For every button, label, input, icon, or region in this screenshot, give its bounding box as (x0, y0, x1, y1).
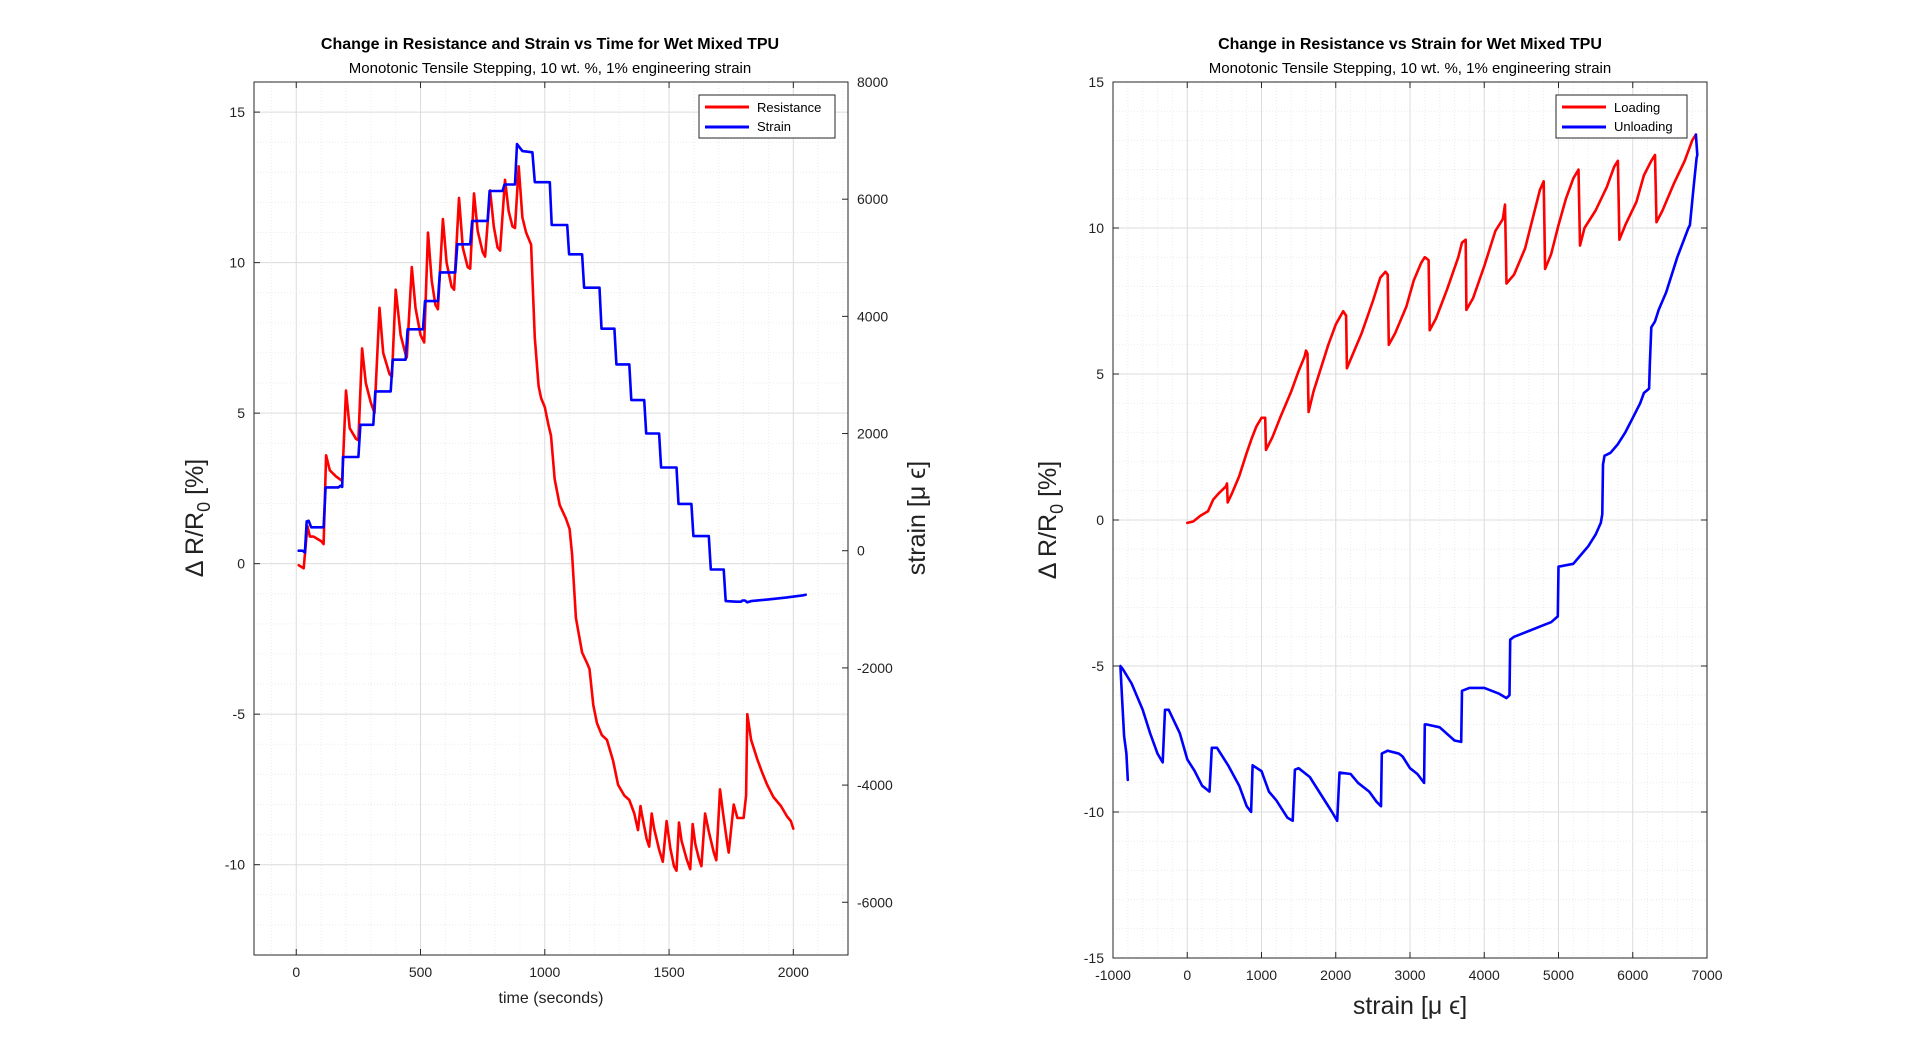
chart-time-y2-tick-label: -2000 (857, 660, 893, 676)
chart-time-series-resistance-line (297, 165, 795, 873)
chart-strain-x-tick-label: 7000 (1691, 967, 1722, 983)
chart-time-y2-tick-label: 6000 (857, 191, 888, 207)
chart-strain-y-tick-label: 0 (1096, 512, 1104, 528)
chart-time-series (297, 142, 808, 873)
chart-strain-x-tick-label: 1000 (1246, 967, 1277, 983)
chart-strain-y-axis-label-main: Δ R/R (1034, 514, 1062, 579)
chart-strain-y-tick-label: -10 (1084, 804, 1104, 820)
chart-time-x-tick-label: 2000 (778, 964, 809, 980)
chart-strain-y-axis-label-sub: 0 (1047, 504, 1067, 514)
chart-time-legend-label-strain: Strain (757, 119, 791, 134)
chart-time-title: Change in Resistance and Strain vs Time … (321, 36, 779, 53)
chart-strain-legend: Loading Unloading (1555, 94, 1688, 139)
chart-time-legend-box (698, 94, 836, 139)
chart-time-x-tick-label: 1500 (653, 964, 684, 980)
chart-strain-series-loading-line (1186, 133, 1698, 525)
chart-time-y-axis-label-main: Δ R/R (181, 512, 209, 577)
chart-time-plot-area (254, 82, 848, 955)
chart-time-legend-label-resistance: Resistance (757, 100, 821, 115)
chart-time-y-axis-label-sub: 0 (194, 502, 214, 512)
chart-time-plot-frame (253, 81, 849, 956)
chart-strain-legend-label-unloading: Unloading (1614, 119, 1673, 134)
chart-time-y-tick-label: -10 (225, 857, 245, 873)
chart-strain-x-tick-label: 5000 (1543, 967, 1574, 983)
chart-time-legend: Resistance Strain (698, 94, 836, 139)
chart-strain-y-axis-label: Δ R/R0 [%] (1034, 461, 1067, 579)
chart-strain-x-tick-label: 6000 (1617, 967, 1648, 983)
chart-time-y2-tick-label: 0 (857, 543, 865, 559)
chart-strain-ticks: -1000 0 1000 2000 3000 4000 5000 6000 7000 -15 -10… (1084, 74, 1723, 983)
chart-strain-title: Change in Resistance vs Strain for Wet M… (1218, 36, 1602, 53)
chart-time: Change in Resistance and Strain vs Time … (181, 36, 931, 1007)
chart-time-y-tick-label: 5 (237, 405, 245, 421)
chart-time-y2-tick-label: -6000 (857, 894, 893, 910)
chart-time-y-axis-label: Δ R/R0 [%] (181, 459, 214, 577)
chart-strain: Change in Resistance vs Strain for Wet M… (1034, 36, 1723, 1020)
chart-strain-x-tick-label: 2000 (1320, 967, 1351, 983)
chart-strain-series (1119, 133, 1699, 823)
chart-time-y2-tick-label: 8000 (857, 74, 888, 90)
chart-time-y2-tick-label: 2000 (857, 426, 888, 442)
chart-time-y2-axis-label: strain [μ ϵ] (903, 461, 931, 575)
chart-strain-x-axis-label: strain [μ ϵ] (1353, 992, 1467, 1020)
chart-time-x-tick-label: 0 (292, 964, 300, 980)
chart-time-y-tick-label: 10 (229, 255, 245, 271)
chart-time-ticks: 0 500 1000 1500 2000 -10 -5 0 5 10 15 -6000 -4000 -20… (225, 74, 893, 980)
chart-time-x-tick-label: 1000 (529, 964, 560, 980)
chart-time-subtitle: Monotonic Tensile Stepping, 10 wt. %, 1%… (349, 60, 751, 77)
chart-strain-y-tick-label: -5 (1092, 658, 1105, 674)
chart-time-y2-tick-label: -4000 (857, 777, 893, 793)
chart-time-y-tick-label: 15 (229, 104, 245, 120)
chart-strain-y-tick-label: 15 (1088, 74, 1104, 90)
chart-strain-y-axis-label-tail: [%] (1034, 461, 1062, 504)
chart-time-x-tick-label: 500 (409, 964, 433, 980)
chart-strain-x-tick-label: 4000 (1469, 967, 1500, 983)
chart-time-y-tick-label: -5 (233, 706, 246, 722)
chart-strain-y-tick-label: -15 (1084, 950, 1104, 966)
chart-strain-x-tick-label: 3000 (1394, 967, 1425, 983)
chart-time-series-strain-line (297, 142, 808, 604)
chart-strain-y-tick-label: 10 (1088, 220, 1104, 236)
chart-strain-series-unloading-line (1119, 133, 1699, 823)
chart-time-y-tick-label: 0 (237, 556, 245, 572)
chart-strain-x-tick-label: 0 (1183, 967, 1191, 983)
chart-strain-x-tick-label: -1000 (1095, 967, 1131, 983)
chart-strain-legend-box (1555, 94, 1688, 139)
chart-strain-subtitle: Monotonic Tensile Stepping, 10 wt. %, 1%… (1209, 60, 1611, 77)
chart-time-x-axis-label: time (seconds) (499, 990, 604, 1007)
chart-strain-y-tick-label: 5 (1096, 366, 1104, 382)
chart-time-y-axis-label-tail: [%] (181, 459, 209, 502)
chart-time-y2-tick-label: 4000 (857, 308, 888, 324)
chart-strain-grid (1112, 81, 1708, 959)
chart-strain-legend-label-loading: Loading (1614, 100, 1660, 115)
